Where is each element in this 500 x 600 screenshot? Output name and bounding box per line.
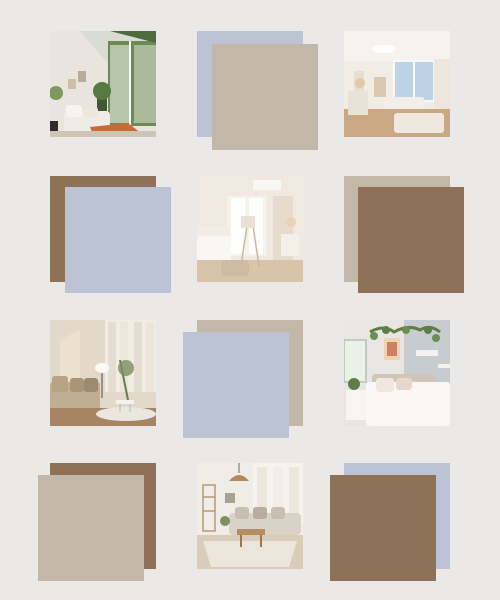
color-tile-pair-6	[330, 463, 450, 581]
brown-swatch	[330, 475, 436, 581]
beige-swatch	[212, 44, 318, 150]
color-tile-pair-1	[197, 31, 318, 150]
photo-bright-living-room[interactable]	[344, 31, 450, 137]
beige-swatch	[38, 475, 144, 581]
color-tile-pair-4	[183, 320, 303, 438]
blue-swatch	[183, 332, 289, 438]
photo-sofa-living-room[interactable]	[197, 463, 303, 569]
color-tile-pair-2	[50, 176, 171, 293]
photo-white-bedroom[interactable]	[197, 176, 303, 282]
color-tile-pair-3	[344, 176, 464, 293]
blue-swatch	[65, 187, 171, 293]
photo-beige-living-room[interactable]	[50, 320, 156, 426]
photo-sunroom-living[interactable]	[50, 31, 156, 137]
photo-plant-bedroom[interactable]	[344, 320, 450, 426]
color-tile-pair-5	[38, 463, 156, 581]
brown-swatch	[358, 187, 464, 293]
